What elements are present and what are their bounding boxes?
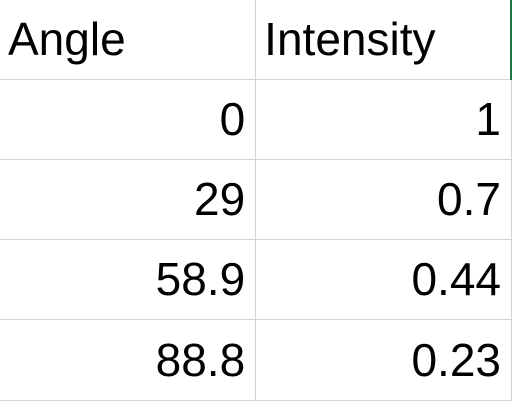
cell-angle[interactable]: 0 bbox=[0, 79, 257, 160]
cell-intensity-header[interactable]: Intensity bbox=[255, 0, 512, 80]
selection-edge-indicator bbox=[510, 0, 512, 80]
cell-angle[interactable]: 88.8 bbox=[0, 319, 257, 401]
cell-angle[interactable]: 29 bbox=[0, 159, 257, 240]
cell-angle[interactable]: 58.9 bbox=[0, 239, 257, 320]
table-row: 88.8 0.23 bbox=[0, 319, 512, 401]
cell-intensity[interactable]: 0.44 bbox=[255, 239, 512, 320]
cell-intensity[interactable]: 1 bbox=[255, 79, 512, 160]
table-row: 29 0.7 bbox=[0, 159, 512, 240]
table-row: 0 1 bbox=[0, 79, 512, 160]
table-row: 58.9 0.44 bbox=[0, 239, 512, 320]
cell-intensity[interactable]: 0.23 bbox=[255, 319, 512, 401]
header-row: Angle Intensity bbox=[0, 0, 512, 80]
cell-intensity[interactable]: 0.7 bbox=[255, 159, 512, 240]
cell-angle-header[interactable]: Angle bbox=[0, 0, 257, 80]
